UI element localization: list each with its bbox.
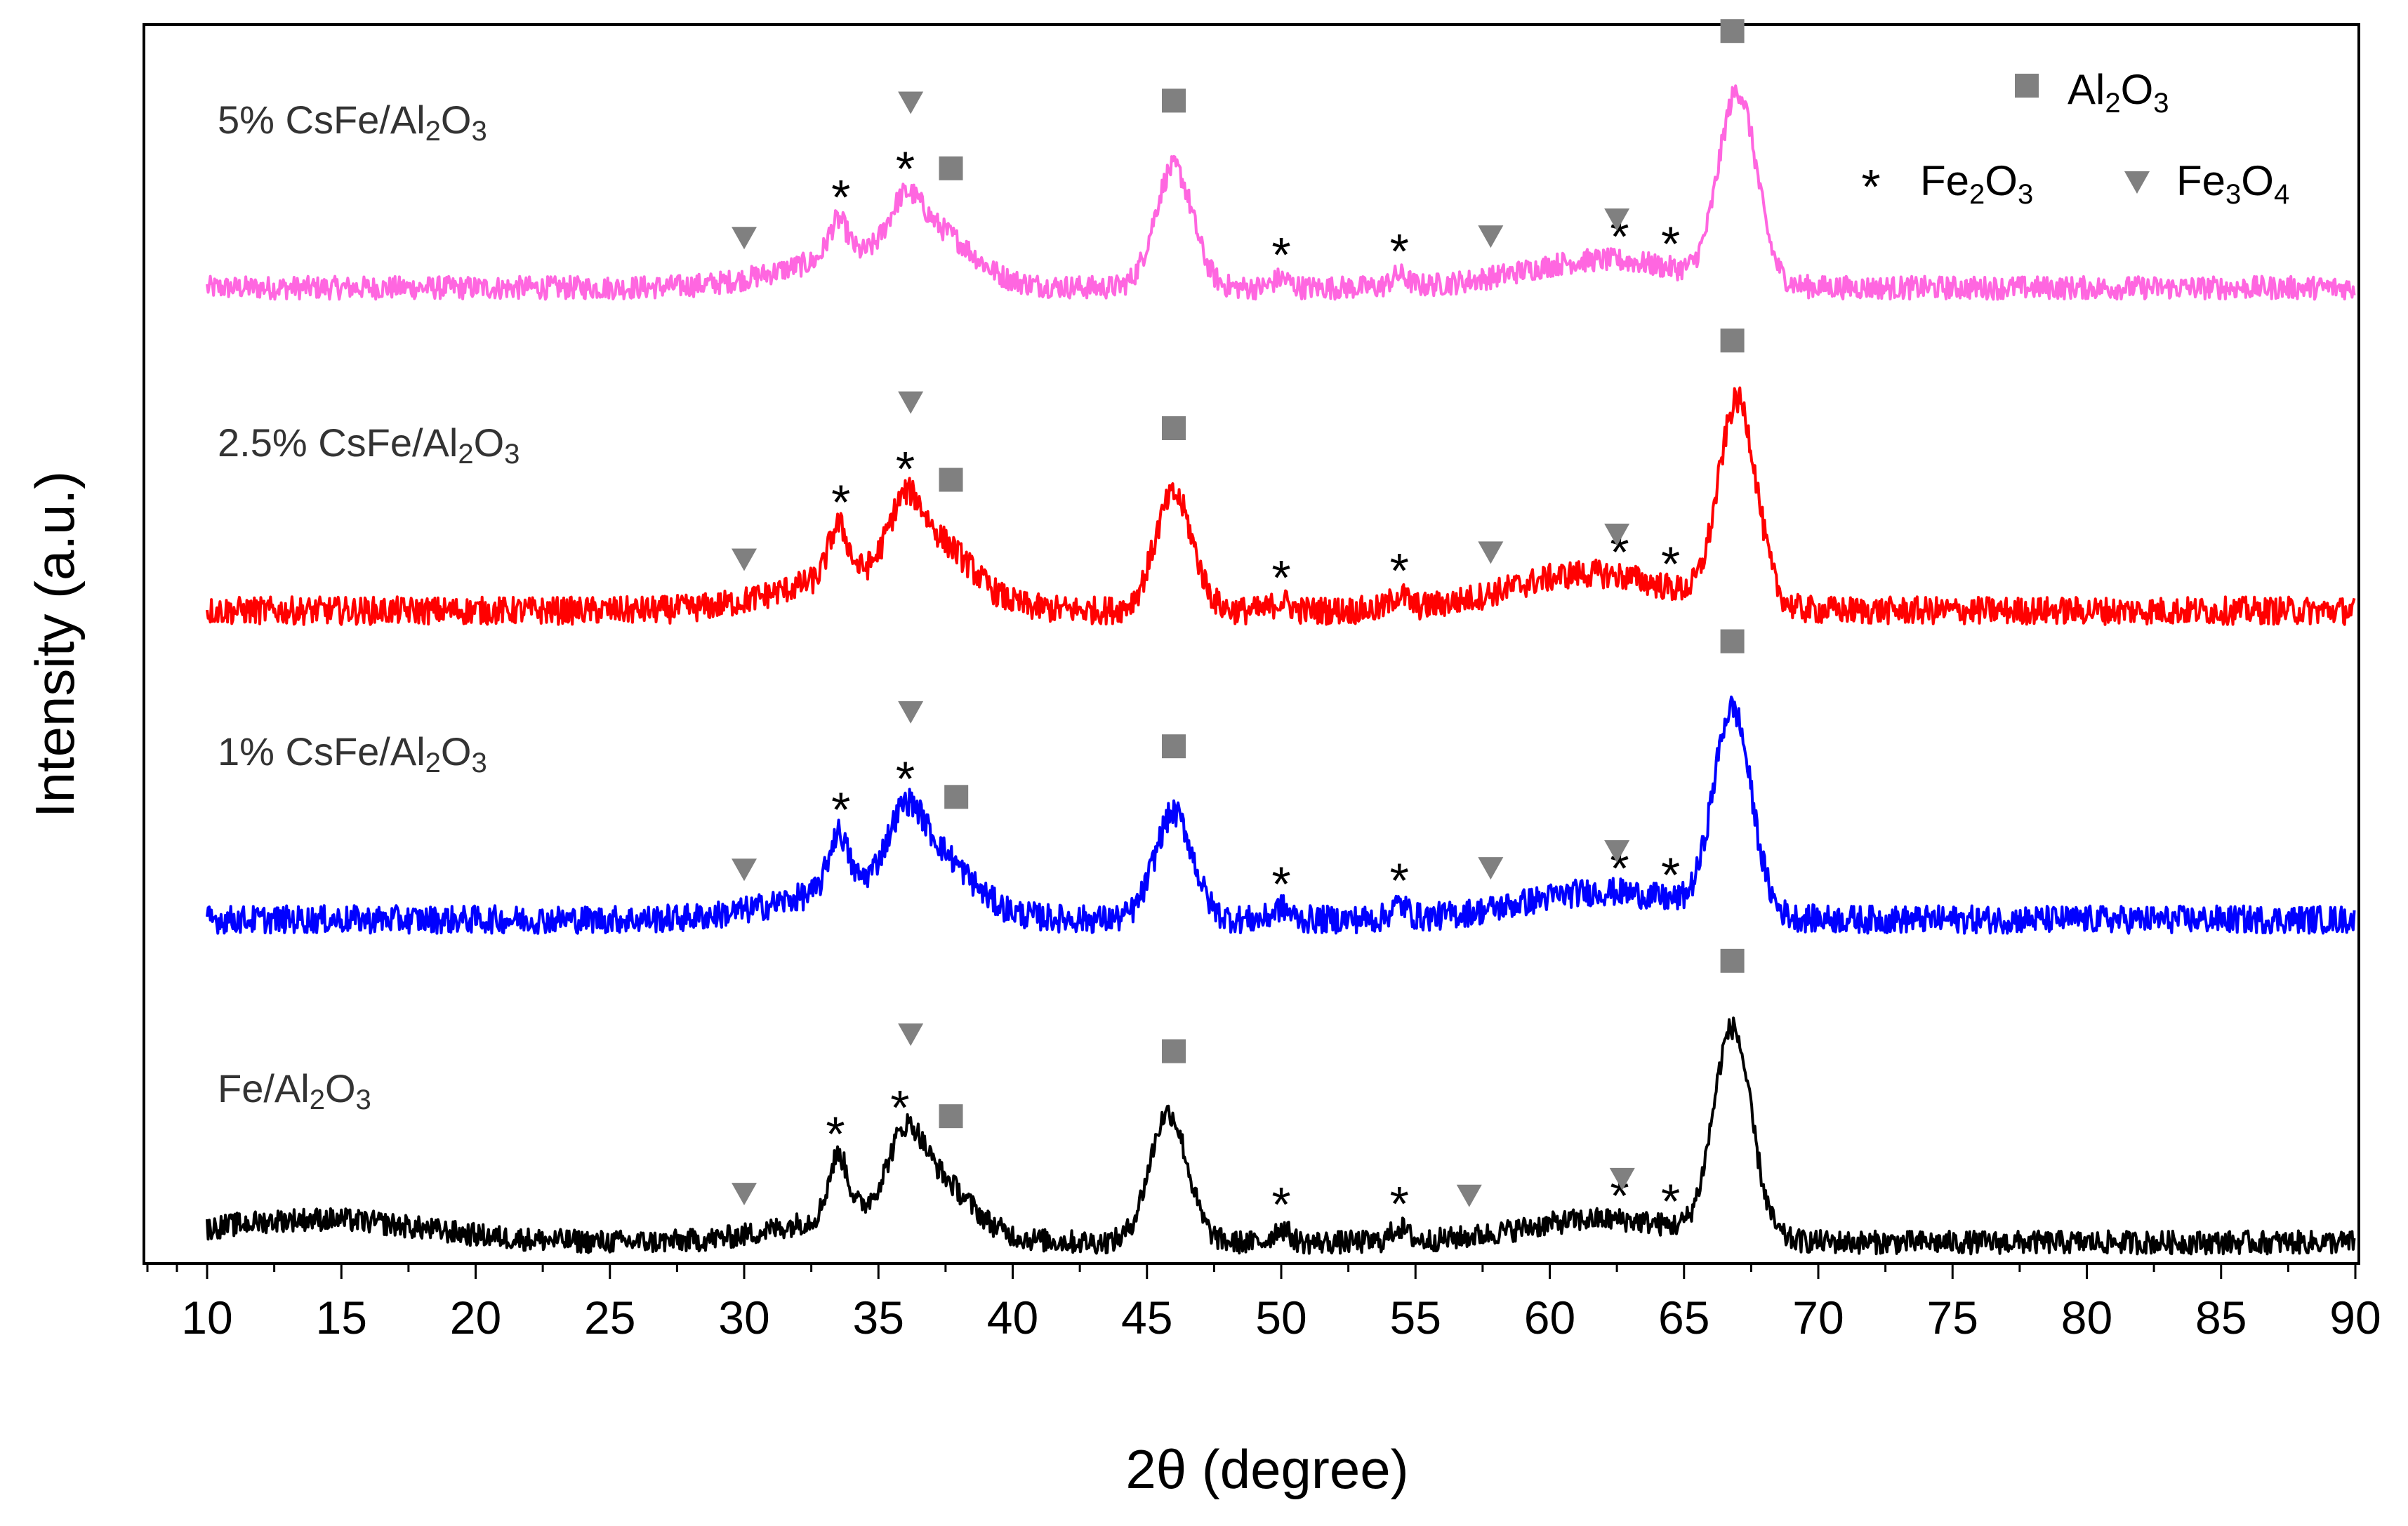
fe2o3-marker: *	[1661, 848, 1680, 903]
x-tick-label: 50	[1255, 1292, 1306, 1343]
fe3o4-marker	[1604, 840, 1630, 863]
fe2o3-marker: *	[1661, 217, 1680, 272]
legend-al2o3-marker	[2015, 74, 2039, 98]
x-tick-label: 40	[987, 1292, 1038, 1343]
fe2o3-marker: *	[826, 1106, 845, 1161]
x-tick-label: 45	[1121, 1292, 1172, 1343]
fe3o4-marker	[732, 227, 757, 250]
series-label-layer: 5% CsFe/Al2O3 2.5% CsFe/Al2O3 1% CsFe/Al2O…	[218, 98, 520, 1115]
fe2o3-marker: *	[896, 142, 915, 197]
al2o3-marker	[939, 467, 963, 492]
series-label-0: 5% CsFe/Al2O3	[218, 98, 487, 147]
x-tick-label: 30	[718, 1292, 769, 1343]
fe2o3-marker: *	[1661, 1174, 1680, 1228]
x-tick-label: 20	[450, 1292, 501, 1343]
al2o3-marker	[939, 1104, 963, 1129]
series-line-1	[206, 386, 2356, 626]
y-axis-title: Intensity (a.u.)	[24, 471, 86, 818]
fe2o3-marker: *	[1271, 550, 1290, 605]
legend-label: Fe2O3	[1920, 157, 2033, 210]
x-tick-label: 55	[1390, 1292, 1441, 1343]
fe3o4-marker	[732, 858, 757, 882]
fe2o3-marker: *	[1271, 856, 1290, 911]
al2o3-marker	[1162, 88, 1186, 113]
x-tick-label: 80	[2061, 1292, 2112, 1343]
x-axis-title: 2θ (degree)	[1125, 1438, 1408, 1500]
fe3o4-marker	[732, 1183, 757, 1206]
fe2o3-marker: *	[831, 170, 850, 225]
series-label-2: 1% CsFe/Al2O3	[218, 729, 487, 778]
legend-fe2o3-marker: *	[1861, 159, 1880, 214]
fe3o4-marker	[898, 91, 924, 114]
fe2o3-marker: *	[1271, 227, 1290, 282]
plot-frame	[143, 23, 2360, 1265]
fe3o4-marker	[732, 548, 757, 571]
al2o3-marker	[1720, 948, 1745, 973]
legend-label: Al2O3	[2068, 66, 2169, 119]
series-label-1: 2.5% CsFe/Al2O3	[218, 420, 520, 470]
al2o3-marker	[1720, 19, 1745, 44]
x-tick-label: 35	[853, 1292, 904, 1343]
fe2o3-marker: *	[831, 783, 850, 837]
fe3o4-marker	[1478, 541, 1504, 564]
al2o3-marker	[1162, 1039, 1186, 1063]
fe2o3-marker: *	[1271, 1177, 1290, 1232]
fe3o4-marker	[898, 1023, 924, 1047]
fe3o4-marker	[1609, 1167, 1635, 1190]
series-line-0	[206, 84, 2356, 301]
fe2o3-marker: *	[1390, 1176, 1409, 1231]
al2o3-marker	[1162, 416, 1186, 440]
al2o3-marker	[944, 785, 969, 809]
al2o3-marker	[939, 156, 963, 180]
x-tick-label: 75	[1927, 1292, 1978, 1343]
fe2o3-marker: *	[1390, 543, 1409, 598]
x-axis: 10 15 20 25 30 35 40 45 50 55 60 65 70 75 80 85 90	[146, 1263, 2381, 1343]
x-tick-label: 70	[1792, 1292, 1844, 1343]
series-line-2	[206, 695, 2356, 935]
fe3o4-marker	[1604, 208, 1630, 231]
fe3o4-marker	[1456, 1184, 1482, 1207]
fe2o3-marker: *	[890, 1080, 909, 1135]
fe2o3-marker: *	[896, 751, 915, 806]
x-tick-label: 25	[584, 1292, 635, 1343]
fe2o3-marker: *	[1390, 854, 1409, 908]
fe3o4-marker	[1604, 524, 1630, 547]
x-tick-label: 10	[181, 1292, 232, 1343]
x-tick-label: 65	[1658, 1292, 1709, 1343]
x-tick-label: 85	[2195, 1292, 2247, 1343]
series-line-3	[206, 1016, 2356, 1256]
al2o3-marker	[1720, 629, 1745, 653]
fe3o4-marker	[898, 391, 924, 414]
x-tick-label: 90	[2329, 1292, 2381, 1343]
x-tick-label: 15	[316, 1292, 367, 1343]
fe2o3-marker: *	[1390, 224, 1409, 279]
fe3o4-marker	[1478, 857, 1504, 880]
fe2o3-marker: *	[1661, 536, 1680, 591]
al2o3-marker	[1162, 734, 1186, 759]
series-layer	[206, 84, 2356, 1256]
marker-layer: *** * * **** * * **** * * ** ** * * *	[732, 19, 1745, 1232]
legend: Al2O3 * Fe2O3 Fe3O4	[1861, 66, 2289, 214]
fe2o3-marker: *	[896, 442, 915, 496]
legend-label: Fe3O4	[2176, 157, 2289, 210]
fe3o4-marker	[1478, 225, 1504, 248]
legend-fe3o4-marker	[2124, 171, 2150, 194]
fe2o3-marker: *	[831, 475, 850, 530]
al2o3-marker	[1720, 329, 1745, 353]
series-label-3: Fe/Al2O3	[218, 1066, 371, 1115]
x-tick-label: 60	[1524, 1292, 1575, 1343]
fe3o4-marker	[898, 701, 924, 724]
